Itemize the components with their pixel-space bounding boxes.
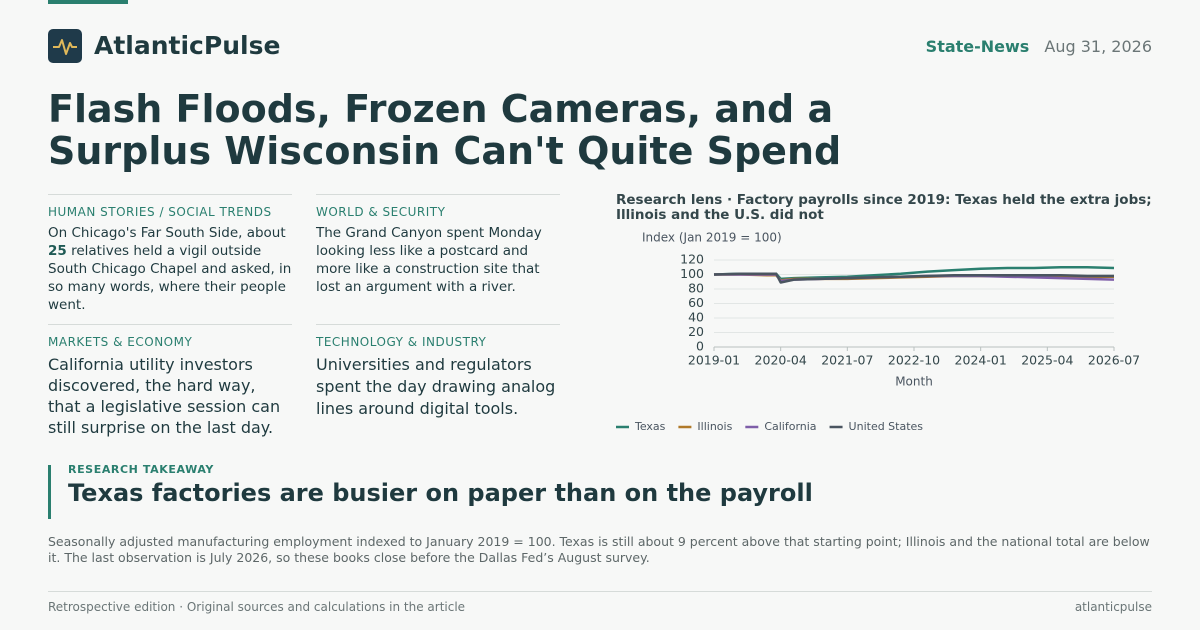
x-tick-label: 2022-10	[888, 353, 940, 368]
x-tick-label: 2024-01	[955, 353, 1007, 368]
legend-label: Texas	[634, 420, 666, 433]
series-line	[713, 272, 1114, 284]
story-body: Universities and regulators spent the da…	[316, 355, 556, 418]
y-tick-label: 80	[688, 281, 704, 296]
headline: Flash Floods, Frozen Cameras, and a Surp…	[48, 87, 842, 173]
footer-rule	[48, 591, 1152, 592]
x-tick-label: 2019-01	[688, 353, 740, 368]
x-tick-label: 2025-04	[1021, 353, 1073, 368]
section: State-News	[925, 37, 1030, 56]
footer-left: Retrospective edition · Original sources…	[48, 600, 466, 614]
logo	[48, 29, 82, 63]
x-tick-label: 2021-07	[821, 353, 873, 368]
top-accent	[48, 0, 128, 4]
y-tick-label: 120	[680, 252, 704, 267]
x-tick-label: 2020-04	[755, 353, 807, 368]
story-kicker: TECHNOLOGY & INDUSTRY	[316, 335, 487, 349]
chart: Index (Jan 2019 = 100) Month 02040608010…	[616, 231, 1140, 433]
takeaway-text: Seasonally adjusted manufacturing employ…	[48, 534, 1150, 565]
text: relatives held a vigil outside South Chi…	[48, 243, 292, 313]
footer-right: atlanticpulse	[1074, 600, 1152, 614]
meta: State-News Aug 31, 2026	[926, 37, 1152, 56]
story: TECHNOLOGY & INDUSTRY Universities and r…	[316, 324, 560, 420]
story-body: On Chicago's Far South Side, about 25 re…	[48, 224, 292, 314]
story: MARKETS & ECONOMY California utility inv…	[48, 324, 292, 438]
y-tick-label: 100	[680, 266, 704, 281]
legend-label: United States	[849, 420, 924, 433]
takeaway-title: Texas factories are busier on paper than…	[68, 479, 813, 507]
brand: AtlanticPulse	[94, 31, 281, 60]
legend-label: Illinois	[697, 420, 732, 433]
x-axis-label: Month	[895, 375, 933, 389]
story-kicker: WORLD & SECURITY	[316, 205, 446, 219]
takeaway-kicker: RESEARCH TAKEAWAY	[68, 463, 214, 476]
story-body: The Grand Canyon spent Monday looking le…	[316, 225, 542, 295]
date: Aug 31, 2026	[1044, 37, 1152, 56]
story-kicker: MARKETS & ECONOMY	[48, 335, 193, 349]
legend-label: California	[764, 420, 816, 433]
y-tick-label: 60	[688, 295, 704, 310]
chart-title: Research lens · Factory payrolls since 2…	[616, 192, 1152, 223]
text: On Chicago's Far South Side, about	[48, 225, 286, 241]
story-kicker: HUMAN STORIES / SOCIAL TRENDS	[48, 205, 272, 219]
y-tick-label: 40	[688, 310, 704, 325]
story-body: California utility investors discovered,…	[48, 355, 281, 437]
story: WORLD & SECURITY The Grand Canyon spent …	[316, 194, 560, 296]
highlight: 25	[48, 243, 67, 259]
y-tick-label: 0	[696, 339, 704, 354]
y-axis-label: Index (Jan 2019 = 100)	[642, 231, 782, 245]
story: HUMAN STORIES / SOCIAL TRENDS On Chicago…	[48, 194, 292, 314]
x-tick-label: 2026-07	[1088, 353, 1140, 368]
takeaway-bar	[48, 465, 51, 519]
y-tick-label: 20	[688, 324, 704, 339]
